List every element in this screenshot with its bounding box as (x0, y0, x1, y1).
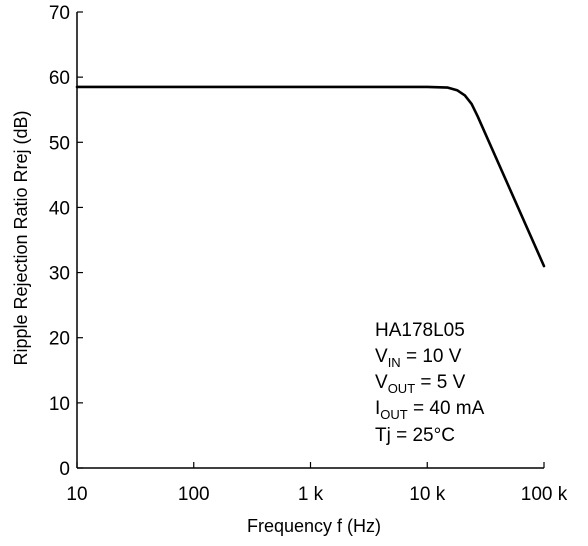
x-tick-label: 10 (66, 484, 87, 505)
y-tick-label: 10 (49, 394, 70, 415)
y-tick-label: 40 (49, 198, 70, 219)
y-tick-label: 30 (49, 264, 70, 285)
iout-condition: IOUT = 40 mA (375, 398, 485, 422)
x-axis-label: Frequency f (Hz) (247, 516, 381, 536)
x-tick-label: 100 k (521, 484, 568, 505)
y-tick-label: 0 (59, 459, 70, 480)
x-tick-label: 1 k (298, 484, 324, 505)
vout-condition: VOUT = 5 V (375, 372, 466, 396)
y-tick-label: 60 (49, 68, 70, 89)
y-ticks: 0 10 20 30 40 50 60 70 (49, 3, 83, 480)
y-axis-label: Ripple Rejection Ratio Rrej (dB) (11, 110, 31, 365)
device-label: HA178L05 (375, 320, 465, 341)
y-tick-label: 70 (49, 3, 70, 24)
x-tick-label: 100 (178, 484, 210, 505)
tj-condition: Tj = 25°C (375, 425, 455, 446)
y-tick-label: 50 (49, 133, 70, 154)
conditions-annotation: HA178L05 VIN = 10 V VOUT = 5 V IOUT = 40… (375, 320, 485, 446)
y-tick-label: 20 (49, 329, 70, 350)
x-ticks: 10 100 1 k 10 k 100 k (66, 462, 568, 505)
series-group (75, 85, 546, 268)
ripple-rejection-curve (75, 85, 546, 268)
x-tick-label: 10 k (409, 484, 445, 505)
vin-condition: VIN = 10 V (375, 346, 462, 370)
